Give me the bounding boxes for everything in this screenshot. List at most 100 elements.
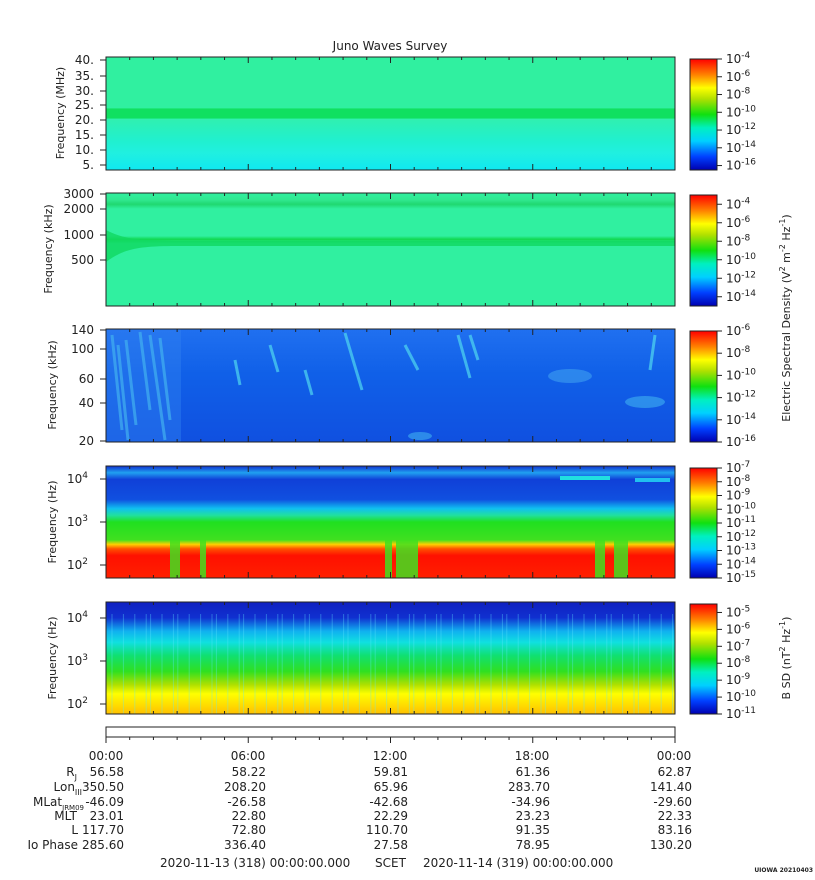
ephemeris-value: 23.23 <box>516 809 550 823</box>
ephemeris-value: 336.40 <box>224 838 266 852</box>
eph-time-1: 06:00 <box>231 749 266 763</box>
colorbar-tick-label: 10-9 <box>726 672 751 687</box>
panel-3-spectrogram <box>106 329 675 442</box>
y-tick-label: 500 <box>71 253 94 267</box>
ephemeris-value: -26.58 <box>227 795 266 809</box>
ephemeris-value: 283.70 <box>508 780 550 794</box>
colorbar-tick-label: 10-8 <box>726 233 751 248</box>
eph-label-mlt: MLT <box>54 809 77 823</box>
eph-label-rj: RJ <box>66 765 77 782</box>
colorbar <box>689 330 718 443</box>
panel-3-bursts <box>106 329 665 442</box>
panel-2-spectrogram <box>106 193 675 306</box>
colorbar-tick-label: 10-14 <box>726 289 756 304</box>
ephemeris-value: 23.01 <box>90 809 124 823</box>
ephemeris-value: 285.60 <box>82 838 124 852</box>
ephemeris-value: 62.87 <box>658 765 692 779</box>
colorbar-tick-label: 10-6 <box>726 69 751 84</box>
ephemeris-value: 22.80 <box>232 809 266 823</box>
ephemeris-value: 83.16 <box>658 823 692 837</box>
colorbar <box>689 58 718 171</box>
colorbar-tick-label: 10-8 <box>726 345 751 360</box>
eph-label-mlat: MLatJRM09 <box>33 795 84 812</box>
colorbar-tick-label: 10-16 <box>726 434 756 449</box>
magnetic-colorbar-label: B SD (nT2 Hz-1) <box>778 617 793 700</box>
ephemeris-value: -42.68 <box>369 795 408 809</box>
colorbar <box>689 467 718 579</box>
colorbar-tick-label: 10-10 <box>726 501 756 516</box>
y-tick-label: 102 <box>67 696 88 711</box>
ephemeris-value: 61.36 <box>516 765 550 779</box>
eph-label-lon: LonIII <box>54 780 83 797</box>
ephemeris-value: 65.96 <box>374 780 408 794</box>
ephemeris-value: -46.09 <box>85 795 124 809</box>
chart-title: Juno Waves Survey <box>332 39 448 53</box>
time-axis-bar <box>105 726 676 738</box>
ephemeris-value: -34.96 <box>511 795 550 809</box>
y-tick-label: 20. <box>75 113 94 127</box>
colorbar-tick-label: 10-10 <box>726 104 756 119</box>
eph-time-3: 18:00 <box>515 749 550 763</box>
y-tick-label: 100 <box>71 342 94 356</box>
colorbar-tick-label: 10-9 <box>726 488 751 503</box>
ephemeris-value: 110.70 <box>366 823 408 837</box>
panel-3-ylabel: Frequency (kHz) <box>46 340 59 429</box>
panel-2-lowfreq-band <box>106 230 675 262</box>
footer-end: 2020-11-14 (319) 00:00:00.000 <box>423 856 613 870</box>
ephemeris-value: 117.70 <box>82 823 124 837</box>
colorbar <box>689 194 718 307</box>
y-tick-label: 30. <box>75 84 94 98</box>
colorbar-tick-label: 10-10 <box>726 367 756 382</box>
colorbar-tick-label: 10-8 <box>726 655 751 670</box>
colorbar-tick-label: 10-11 <box>726 515 756 530</box>
panel-5: Frequency (Hz) 104 103 102 10-5 10-6 10-7 10-… <box>46 601 756 721</box>
y-tick-label: 3000 <box>63 187 94 201</box>
colorbar-tick-label: 10-12 <box>726 122 756 137</box>
panel-5-spikes <box>111 614 674 714</box>
y-tick-label: 102 <box>67 557 88 572</box>
colorbar-tick-label: 10-12 <box>726 270 756 285</box>
colorbar-tick-label: 10-12 <box>726 390 756 405</box>
y-tick-label: 2000 <box>63 202 94 216</box>
panel-4-gaps <box>170 476 670 578</box>
y-tick-label: 40 <box>79 396 94 410</box>
colorbar-tick-label: 10-14 <box>726 412 756 427</box>
y-tick-label: 103 <box>67 514 88 529</box>
panel-5-ylabel: Frequency (Hz) <box>46 617 59 700</box>
colorbar-tick-label: 10-7 <box>726 460 750 475</box>
y-tick-label: 15. <box>75 128 94 142</box>
colorbar-tick-label: 10-5 <box>726 604 750 619</box>
ephemeris-value: 72.80 <box>232 823 266 837</box>
ephemeris-value: 59.81 <box>374 765 408 779</box>
colorbar-tick-label: 10-10 <box>726 689 756 704</box>
colorbar-tick-label: 10-14 <box>726 140 756 155</box>
colorbar-tick-label: 10-14 <box>726 556 756 571</box>
y-tick-label: 1000 <box>63 228 94 242</box>
y-tick-label: 104 <box>67 471 88 486</box>
y-tick-label: 103 <box>67 653 88 668</box>
panel-2-ylabel: Frequency (kHz) <box>42 204 55 293</box>
colorbar-tick-label: 10-12 <box>726 529 756 544</box>
panel-4-ylabel: Frequency (Hz) <box>46 481 59 564</box>
panel-3: Frequency (kHz) 140 100 60 40 20 10-6 10-8 10-… <box>46 323 756 449</box>
eph-time-4: 00:00 <box>657 749 692 763</box>
colorbar-tick-label: 10-6 <box>726 323 751 338</box>
colorbar-tick-label: 10-13 <box>726 543 756 558</box>
colorbar-tick-label: 10-16 <box>726 158 756 173</box>
eph-label-io: Io Phase <box>27 838 78 852</box>
y-tick-label: 25. <box>75 98 94 112</box>
ephemeris-value: -29.60 <box>653 795 692 809</box>
colorbar-tick-label: 10-8 <box>726 87 751 102</box>
x-ticks <box>105 737 676 743</box>
colorbar-tick-label: 10-4 <box>726 196 751 211</box>
colorbar-tick-label: 10-11 <box>726 706 756 721</box>
panel-1-ylabel: Frequency (MHz) <box>54 67 67 159</box>
ephemeris-table: 00:00 06:00 12:00 18:00 00:00 RJ LonIII … <box>27 749 692 870</box>
eph-label-l: L <box>71 823 78 837</box>
colorbar-tick-label: 10-7 <box>726 638 750 653</box>
panel-1-spectrogram <box>106 57 675 170</box>
ephemeris-value: 22.29 <box>374 809 408 823</box>
